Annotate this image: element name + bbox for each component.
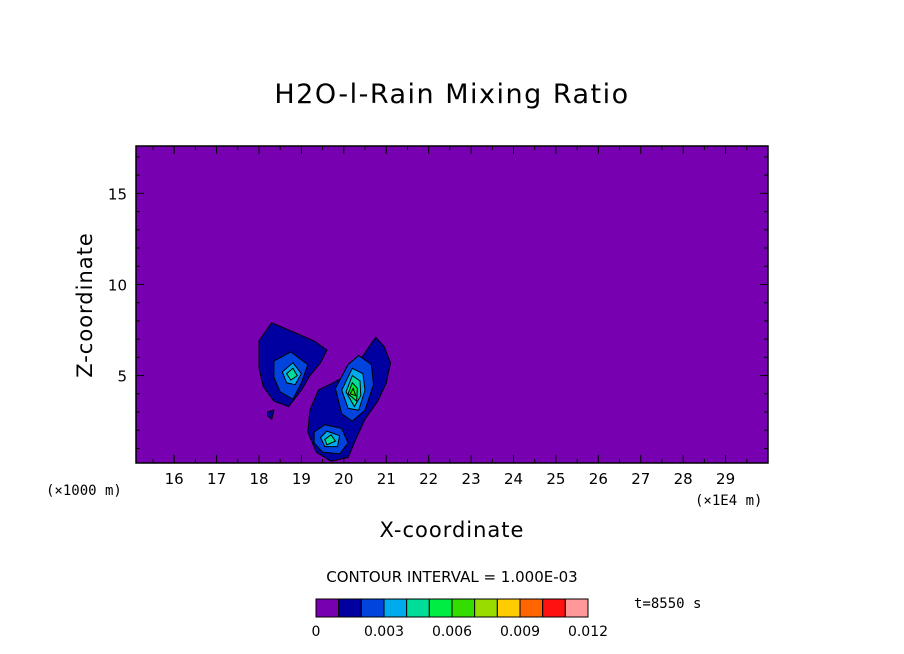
- colorbar-tick-label: 0: [312, 624, 321, 640]
- x-tick-label: 16: [165, 470, 184, 488]
- x-tick-label: 28: [674, 470, 693, 488]
- time-label: t=8550 s: [634, 596, 701, 612]
- colorbar-swatch: [360, 598, 385, 618]
- y-axis-label: Z-coordinate: [73, 232, 97, 378]
- x-tick-label: 18: [249, 470, 268, 488]
- colorbar: 0 0.003 0.006 0.009 0.012: [312, 598, 608, 640]
- x-axis-label: X-coordinate: [380, 518, 525, 542]
- plot-background: [136, 146, 768, 463]
- colorbar-swatch: [451, 598, 476, 618]
- colorbar-swatch: [338, 598, 362, 618]
- contour-region-3: [267, 409, 275, 421]
- x-axis: 16 17 18 19 20 21 22 23 24 25 26 27 28 29: [152, 146, 748, 488]
- x-tick-label: 26: [589, 470, 608, 488]
- y-tick-label: 5: [117, 368, 127, 386]
- colorbar-tick-label: 0.012: [568, 624, 608, 640]
- x-tick-label: 23: [462, 470, 481, 488]
- y-tick-label: 10: [108, 276, 127, 294]
- x-tick-label: 24: [504, 470, 523, 488]
- plot-frame: [135, 145, 769, 464]
- colorbar-tick-label: 0.009: [500, 624, 540, 640]
- x-tick-label: 21: [377, 470, 396, 488]
- x-tick-label: 17: [207, 470, 226, 488]
- x-tick-label: 20: [334, 470, 353, 488]
- contour-region-12: [324, 434, 337, 446]
- x-tick-label: 29: [716, 470, 735, 488]
- contour-regions: [258, 322, 392, 462]
- x-scale-note-left: (×1000 m): [46, 483, 122, 499]
- colorbar-swatch: [474, 598, 498, 618]
- y-axis: 5 10 15: [108, 156, 768, 449]
- colorbar-swatch: [519, 598, 544, 618]
- y-tick-label: 15: [108, 185, 127, 203]
- colorbar-swatch: [564, 598, 589, 618]
- x-scale-note-right: (×1E4 m): [695, 493, 762, 509]
- colorbar-swatch: [406, 598, 430, 618]
- x-tick-label: 25: [546, 470, 565, 488]
- x-tick-label: 22: [419, 470, 438, 488]
- colorbar-swatch: [383, 598, 408, 618]
- colorbar-tick-label: 0.006: [432, 624, 472, 640]
- x-tick-label: 27: [631, 470, 650, 488]
- colorbar-swatch: [428, 598, 453, 618]
- contour-interval-label: CONTOUR INTERVAL = 1.000E-03: [326, 568, 577, 586]
- colorbar-tick-label: 0.003: [364, 624, 404, 640]
- contour-region-14: [349, 387, 357, 397]
- colorbar-swatch: [315, 598, 340, 618]
- chart-title: H2O-l-Rain Mixing Ratio: [274, 79, 629, 110]
- x-tick-label: 19: [292, 470, 311, 488]
- colorbar-swatch: [542, 598, 566, 618]
- contour-region-10: [285, 367, 298, 381]
- colorbar-swatch: [496, 598, 521, 618]
